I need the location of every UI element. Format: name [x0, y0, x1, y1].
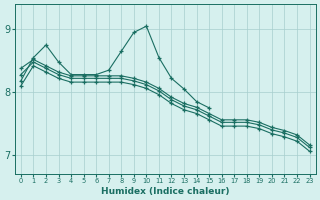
X-axis label: Humidex (Indice chaleur): Humidex (Indice chaleur): [101, 187, 229, 196]
